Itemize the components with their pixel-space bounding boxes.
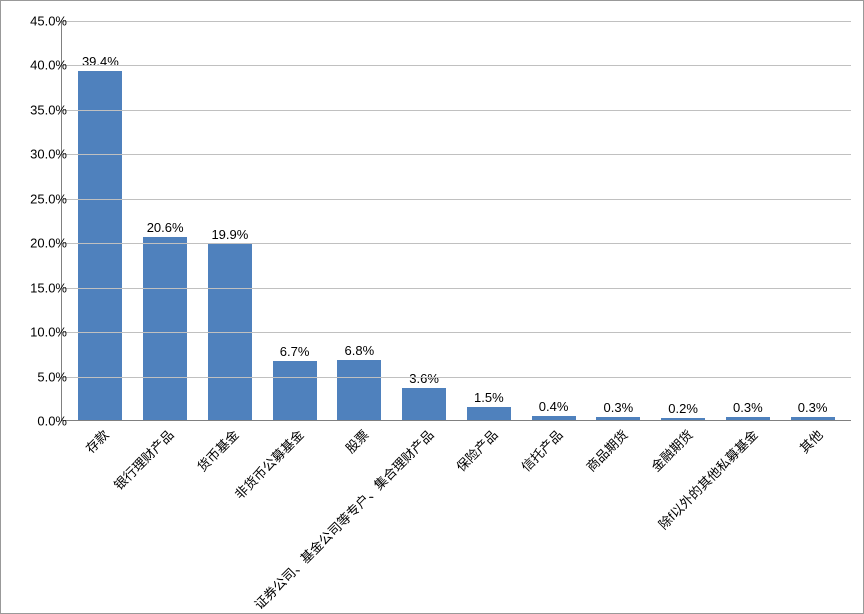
x-tick-label: 货币基金 [192,425,242,475]
gridline [62,65,851,66]
y-tick-label: 30.0% [12,147,67,162]
x-label-slot: 除f以外的其他私募基金 [715,425,780,605]
bar [532,416,576,420]
x-axis-labels: 存款银行理财产品货币基金非货币公募基金股票证券公司、基金公司等专户、集合理财产品… [61,425,851,605]
bar-value-label: 0.4% [539,399,569,414]
x-label-slot: 银行理财产品 [132,425,197,605]
gridline [62,288,851,289]
y-tick-label: 40.0% [12,58,67,73]
gridline [62,243,851,244]
y-tick-label: 25.0% [12,191,67,206]
bar-slot: 6.8% [327,21,392,420]
bar-value-label: 19.9% [211,227,248,242]
y-tick-label: 5.0% [12,369,67,384]
bar-value-label: 20.6% [147,220,184,235]
y-tick-label: 20.0% [12,236,67,251]
bar-value-label: 0.3% [604,400,634,415]
bar-slot: 39.4% [68,21,133,420]
x-label-slot: 保险产品 [456,425,521,605]
y-tick-label: 45.0% [12,14,67,29]
x-label-slot: 存款 [67,425,132,605]
bar-slot: 0.4% [521,21,586,420]
bar [791,417,835,420]
x-label-slot: 货币基金 [197,425,262,605]
bar-slot: 6.7% [262,21,327,420]
x-tick-label: 保险产品 [452,425,502,475]
bar-value-label: 0.2% [668,401,698,416]
bar [273,361,317,420]
y-tick-label: 15.0% [12,280,67,295]
bar-slot: 0.2% [651,21,716,420]
y-tick-label: 35.0% [12,102,67,117]
bar [596,417,640,420]
bar-slot: 0.3% [716,21,781,420]
bar-value-label: 6.7% [280,344,310,359]
bar-slot: 3.6% [392,21,457,420]
x-label-slot: 其他 [780,425,845,605]
gridline [62,154,851,155]
bar [337,360,381,420]
x-tick-label: 商品期货 [581,425,631,475]
bar [467,407,511,420]
bar [78,71,122,420]
x-tick-label: 其他 [794,425,826,457]
x-label-slot: 商品期货 [586,425,651,605]
bar-slot: 0.3% [780,21,845,420]
bar-slot: 0.3% [586,21,651,420]
gridline [62,110,851,111]
bar-slot: 20.6% [133,21,198,420]
bar-slot: 19.9% [198,21,263,420]
x-tick-label: 存款 [81,425,113,457]
gridline [62,199,851,200]
bar [402,388,446,420]
x-tick-label: 信托产品 [516,425,566,475]
x-tick-label: 股票 [340,425,372,457]
bar-value-label: 3.6% [409,371,439,386]
bar [661,418,705,420]
bar [726,417,770,420]
bar-value-label: 6.8% [345,343,375,358]
gridline [62,332,851,333]
bar-slot: 1.5% [457,21,522,420]
y-tick-label: 0.0% [12,414,67,429]
gridline [62,21,851,22]
bars-wrap: 39.4% 20.6% 19.9% 6.7% 6.8% 3.6% 1.5% 0.4% 0.3% 0… [62,21,851,420]
bar-value-label: 0.3% [733,400,763,415]
bar [143,237,187,420]
bar-chart: 39.4% 20.6% 19.9% 6.7% 6.8% 3.6% 1.5% 0.4% 0.3% 0… [0,0,864,614]
y-tick-label: 10.0% [12,325,67,340]
bar-value-label: 0.3% [798,400,828,415]
gridline [62,377,851,378]
x-label-slot: 证券公司、基金公司等专户、集合理财产品 [391,425,456,605]
x-label-slot: 信托产品 [521,425,586,605]
plot-area: 39.4% 20.6% 19.9% 6.7% 6.8% 3.6% 1.5% 0.4% 0.3% 0… [61,21,851,421]
x-tick-label: 金融期货 [646,425,696,475]
bar-value-label: 1.5% [474,390,504,405]
